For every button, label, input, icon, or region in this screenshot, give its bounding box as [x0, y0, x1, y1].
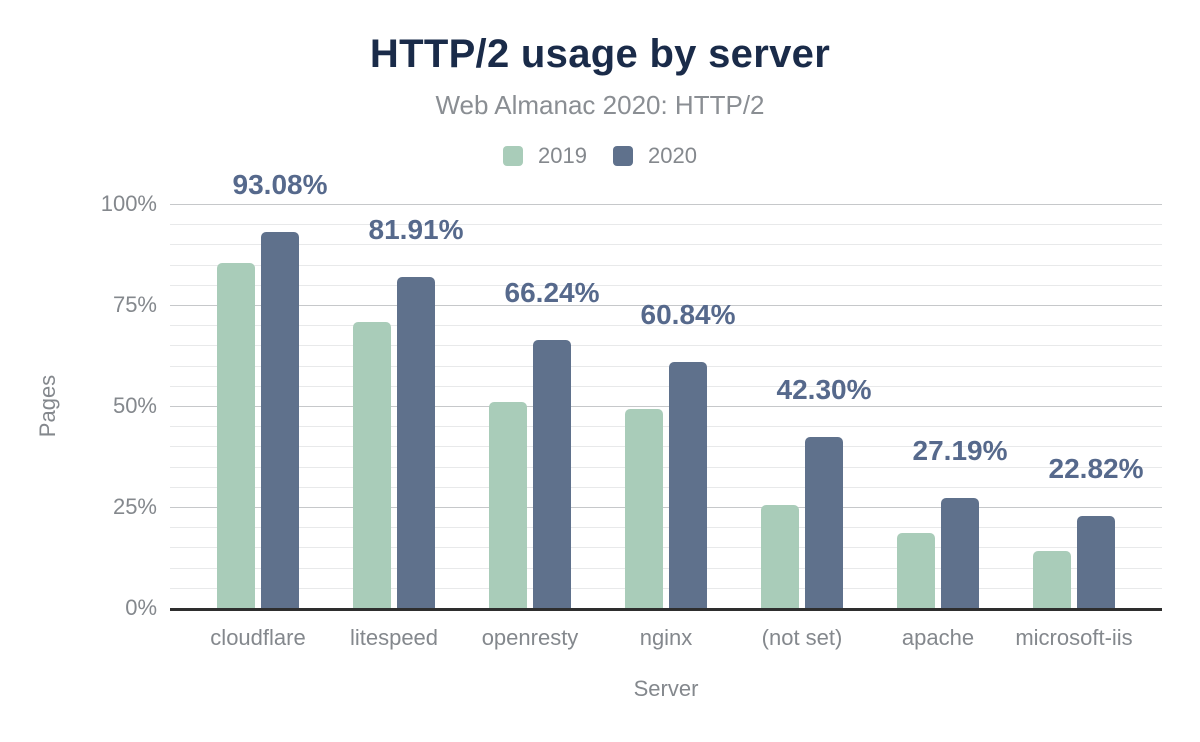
bar-2019-litespeed[interactable]	[353, 321, 391, 608]
y-tick-50: 50%	[112, 393, 157, 418]
value-label-nginx: 60.84%	[640, 299, 736, 331]
bar-group-litespeed: 81.91% litespeed	[326, 204, 464, 650]
plot-area	[170, 204, 1162, 611]
gridline-10	[170, 567, 1162, 569]
value-label-litespeed: 81.91%	[368, 214, 464, 246]
bar-group-cloudflare: 93.08% cloudflare	[190, 169, 327, 650]
legend-label-2020: 2020	[648, 143, 697, 168]
category-label-(not set): (not set)	[761, 625, 843, 650]
bar-group-nginx: 60.84% nginx	[598, 204, 736, 650]
y-tick-25: 25%	[112, 494, 157, 519]
bar-2019-nginx[interactable]	[625, 409, 663, 608]
gridline-35	[170, 466, 1162, 468]
y-tick-75: 75%	[112, 292, 157, 317]
legend-item-2020[interactable]: 2020	[613, 143, 697, 169]
gridline-100	[170, 204, 1162, 205]
bar-2019-microsoft-iis[interactable]	[1033, 551, 1071, 608]
gridline-15	[170, 547, 1162, 549]
bar-pair-nginx	[625, 204, 707, 608]
gridline-80	[170, 284, 1162, 286]
gridline-90	[170, 244, 1162, 246]
chart-subtitle: Web Almanac 2020: HTTP/2	[435, 90, 765, 120]
bar-2020-(not set)[interactable]	[805, 437, 843, 608]
category-label-apache: apache	[901, 625, 975, 650]
category-label-cloudflare: cloudflare	[210, 625, 306, 650]
gridline-40	[170, 446, 1162, 448]
gridline-5	[170, 587, 1162, 589]
legend-label-2019: 2019	[538, 143, 587, 168]
bar-pair-cloudflare	[217, 204, 299, 608]
value-label-microsoft-iis: 22.82%	[1048, 452, 1144, 484]
bar-2020-litespeed[interactable]	[397, 277, 435, 608]
chart-title: HTTP/2 usage by server	[369, 32, 831, 76]
bar-group-(not set): 42.30% (not set)	[734, 204, 872, 650]
gridline-30	[170, 486, 1162, 488]
gridline-60	[170, 365, 1162, 367]
gridline-70	[170, 325, 1162, 327]
bar-2019-openresty[interactable]	[489, 401, 527, 608]
bar-2020-cloudflare[interactable]	[261, 231, 299, 608]
bar-2019-apache[interactable]	[897, 533, 935, 608]
value-label-openresty: 66.24%	[504, 277, 600, 309]
x-axis-title: Server	[633, 676, 699, 701]
bar-2020-apache[interactable]	[941, 498, 979, 608]
bar-pair-openresty	[489, 204, 571, 608]
gridline-55	[170, 385, 1162, 387]
bar-group-openresty: 66.24% openresty	[462, 204, 600, 650]
bar-pair-apache	[897, 204, 979, 608]
bar-2019-(not set)[interactable]	[761, 504, 799, 608]
bar-2019-cloudflare[interactable]	[217, 262, 255, 608]
bar-group-apache: 27.19% apache	[870, 204, 1008, 650]
value-label-(not set): 42.30%	[776, 374, 872, 406]
legend: 2019 2020	[0, 143, 1200, 169]
category-label-litespeed: litespeed	[349, 625, 439, 650]
bar-pair-litespeed	[353, 204, 435, 608]
value-label-cloudflare: 93.08%	[232, 168, 328, 200]
gridline-85	[170, 264, 1162, 266]
bar-2020-openresty[interactable]	[533, 340, 571, 608]
value-label-apache: 27.19%	[912, 435, 1008, 467]
gridline-65	[170, 345, 1162, 347]
gridline-45	[170, 426, 1162, 428]
bar-group-microsoft-iis: 22.82% microsoft-iis	[1006, 204, 1144, 650]
legend-swatch-2019	[503, 146, 524, 166]
legend-item-2019[interactable]: 2019	[503, 143, 587, 169]
bar-pair-microsoft-iis	[1033, 204, 1115, 608]
gridline-20	[170, 527, 1162, 529]
gridline-25	[170, 507, 1162, 508]
bar-pair-(not set)	[761, 204, 843, 608]
gridline-95	[170, 224, 1162, 226]
bar-2020-nginx[interactable]	[669, 362, 707, 608]
legend-swatch-2020	[613, 146, 633, 166]
category-label-nginx: nginx	[639, 625, 693, 650]
y-tick-0: 0%	[125, 595, 157, 620]
category-label-microsoft-iis: microsoft-iis	[1015, 625, 1133, 650]
category-label-openresty: openresty	[481, 625, 579, 650]
bar-groups: 93.08% cloudflare 81.91% litespeed 66.24% ope…	[170, 169, 1162, 650]
bar-2020-microsoft-iis[interactable]	[1077, 515, 1115, 608]
gridline-50	[170, 406, 1162, 407]
y-axis-ticks: 100% 75% 50% 25% 0%	[0, 192, 157, 620]
y-tick-100: 100%	[100, 191, 157, 216]
gridline-75	[170, 305, 1162, 306]
